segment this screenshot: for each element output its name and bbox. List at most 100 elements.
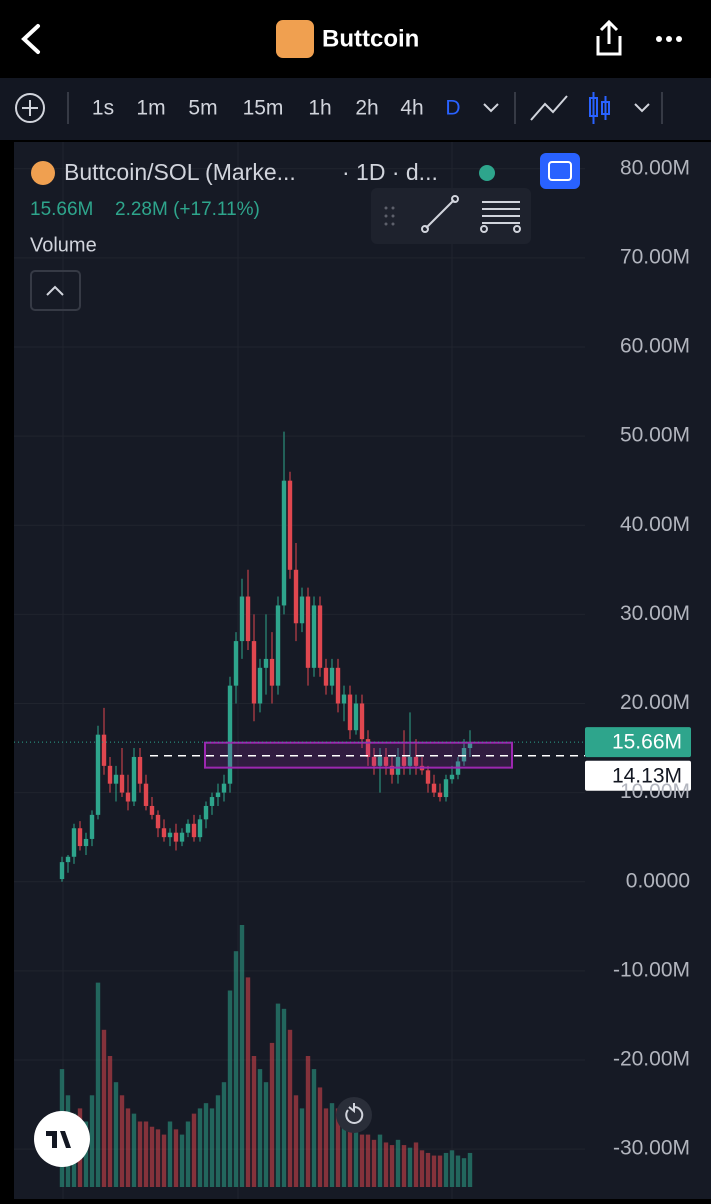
candle-body — [203, 805, 209, 820]
tradingview-logo[interactable] — [34, 1111, 90, 1167]
volume-bar — [359, 1134, 365, 1187]
interval-button[interactable]: 1s — [92, 97, 114, 120]
candle-body — [77, 828, 83, 847]
interval-button[interactable]: 2h — [355, 97, 378, 120]
candle-body — [131, 756, 137, 802]
horizontal-line-tag — [585, 760, 691, 791]
candle-body — [305, 596, 311, 668]
volume-bar — [89, 1095, 95, 1187]
pane-label: Volume — [30, 234, 97, 256]
candle-body — [179, 832, 185, 842]
trend-line-tool[interactable] — [421, 195, 459, 233]
interval-button[interactable]: 5m — [188, 97, 217, 120]
candle-body — [341, 694, 347, 704]
candle-body — [95, 734, 101, 815]
volume-bar — [335, 1108, 341, 1187]
candle-body — [263, 658, 269, 668]
candle-body — [281, 480, 287, 606]
volume-bar — [209, 1108, 215, 1187]
candle-body — [347, 694, 353, 731]
candle-chart-button[interactable] — [589, 92, 610, 124]
candle-body — [185, 823, 191, 833]
volume-bar — [185, 1121, 191, 1187]
symbol-logo — [31, 161, 55, 185]
volume-bar — [353, 1129, 359, 1187]
legend-change: 2.28M (+17.11%) — [115, 199, 260, 220]
more-button[interactable] — [656, 36, 682, 42]
volume-bar — [197, 1108, 203, 1187]
candle-body — [329, 667, 335, 686]
candle-body — [71, 828, 77, 857]
candle-body — [83, 838, 89, 847]
token-logo — [276, 20, 314, 58]
back-button[interactable] — [21, 24, 40, 54]
volume-bar — [221, 1082, 227, 1187]
line-chart-button[interactable] — [530, 95, 568, 121]
interval-button[interactable]: 15m — [243, 97, 284, 120]
candle-body — [269, 658, 275, 686]
interval-button[interactable]: 1h — [308, 97, 331, 120]
candle-body — [413, 756, 419, 766]
add-button[interactable] — [15, 93, 45, 123]
interval-button[interactable]: D — [445, 97, 460, 120]
add-icon — [22, 100, 38, 116]
volume-bar — [125, 1108, 131, 1187]
interval-dropdown[interactable] — [483, 103, 499, 113]
volume-bar — [317, 1087, 323, 1187]
volume-bar — [161, 1134, 167, 1187]
interval-button[interactable]: 4h — [400, 97, 423, 120]
share-button[interactable] — [596, 19, 622, 56]
interval-button[interactable]: 1m — [136, 97, 165, 120]
candle-body — [227, 685, 233, 784]
volume-bar — [143, 1121, 149, 1187]
header-title: Buttcoin — [322, 25, 419, 52]
volume-bar — [437, 1155, 443, 1187]
candle-body — [299, 596, 305, 624]
volume-bar — [467, 1152, 473, 1187]
candle-body — [125, 792, 131, 802]
legend-price: 15.66M — [30, 199, 93, 220]
candle-body — [467, 742, 473, 749]
volume-bar — [239, 925, 245, 1187]
collapse-icon — [46, 285, 64, 296]
volume-bar — [203, 1103, 209, 1187]
volume-bar — [233, 951, 239, 1187]
candle-body — [323, 667, 329, 686]
volume-bar — [113, 1082, 119, 1187]
collapse-button[interactable] — [30, 270, 81, 311]
y-tick-label: 10.00M — [620, 780, 690, 803]
candle-body — [371, 756, 377, 766]
volume-bar — [155, 1129, 161, 1187]
volume-bar — [365, 1134, 371, 1187]
fullscreen-button[interactable] — [540, 153, 580, 189]
y-tick-label: 40.00M — [620, 513, 690, 536]
volume-bar — [281, 1008, 287, 1187]
candle-body — [215, 792, 221, 798]
candle-body — [437, 792, 443, 798]
candle-body — [359, 703, 365, 740]
volume-bar — [413, 1142, 419, 1187]
horizontal-line-label: 14.13M — [612, 764, 682, 787]
settings-tool[interactable] — [480, 201, 521, 233]
volume-bar — [107, 1056, 113, 1187]
drag-handle[interactable] — [384, 206, 395, 226]
candle-body — [389, 765, 395, 775]
volume-bar — [395, 1139, 401, 1187]
y-tick-label: 70.00M — [620, 245, 690, 268]
candle-body — [173, 832, 179, 842]
chart-type-dropdown[interactable] — [634, 103, 650, 113]
candle-body — [197, 819, 203, 838]
volume-bar — [149, 1126, 155, 1187]
volume-bar — [443, 1152, 449, 1187]
reset-button[interactable] — [336, 1097, 372, 1133]
candle-body — [449, 774, 455, 780]
volume-bar — [191, 1113, 197, 1187]
volume-bar — [401, 1145, 407, 1187]
volume-bar — [377, 1134, 383, 1187]
y-tick-label: 0.0000 — [626, 869, 690, 892]
candle-body — [461, 748, 467, 762]
candle-body — [167, 832, 173, 838]
candle-body — [59, 862, 65, 880]
candle-body — [257, 667, 263, 704]
